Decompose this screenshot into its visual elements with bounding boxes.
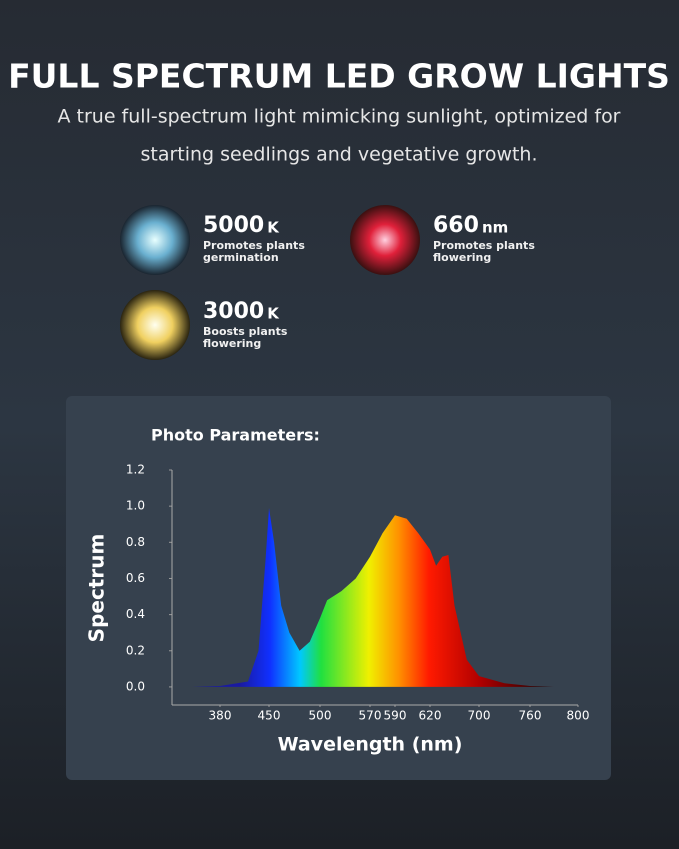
x-axis-label: Wavelength (nm) <box>278 734 463 756</box>
y-tick-label: 0.0 <box>126 679 145 693</box>
x-tick-label: 800 <box>567 709 590 723</box>
x-tick-label: 500 <box>309 709 332 723</box>
y-tick-label: 1.0 <box>126 499 145 513</box>
led-icon <box>120 205 190 275</box>
feature-unit: K <box>267 305 280 323</box>
feature-unit: K <box>267 219 280 237</box>
feature-value: 5000 <box>203 213 264 238</box>
x-tick-label: 450 <box>258 709 281 723</box>
subtitle: starting seedlings and vegetative growth… <box>140 144 537 166</box>
feature-unit: nm <box>482 219 508 237</box>
x-tick-label: 760 <box>519 709 542 723</box>
feature-desc: Boosts plants <box>203 325 288 338</box>
y-tick-label: 0.4 <box>126 607 145 621</box>
x-tick-label: 590 <box>384 709 407 723</box>
feature-value: 660 <box>433 213 479 238</box>
x-tick-label: 380 <box>209 709 232 723</box>
x-tick-label: 700 <box>468 709 491 723</box>
feature-desc: flowering <box>203 337 261 350</box>
chart-title: Photo Parameters: <box>151 426 320 445</box>
subtitle: A true full-spectrum light mimicking sun… <box>57 106 620 128</box>
led-icon <box>350 205 420 275</box>
title: FULL SPECTRUM LED GROW LIGHTS <box>8 57 670 96</box>
y-tick-label: 0.6 <box>126 571 145 585</box>
feature-desc: flowering <box>433 251 491 264</box>
feature-desc: Promotes plants <box>433 239 535 252</box>
y-tick-label: 0.8 <box>126 535 145 549</box>
y-tick-label: 1.2 <box>126 463 145 477</box>
x-tick-label: 620 <box>419 709 442 723</box>
y-tick-label: 0.2 <box>126 643 145 657</box>
x-tick-label: 570 <box>359 709 382 723</box>
y-axis-label: Spectrum <box>85 534 109 643</box>
feature-desc: germination <box>203 251 279 264</box>
feature-desc: Promotes plants <box>203 239 305 252</box>
feature-value: 3000 <box>203 299 264 324</box>
led-icon <box>120 290 190 360</box>
spectrum-area <box>192 508 554 687</box>
